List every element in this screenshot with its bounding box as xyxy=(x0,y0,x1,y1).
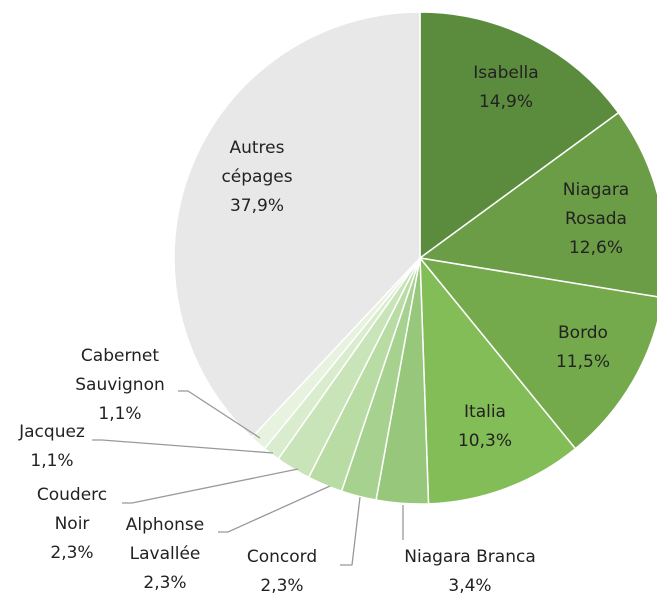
pie-slice xyxy=(173,11,421,439)
slice-label: Concord xyxy=(247,547,317,567)
slice-value-label: 2,3% xyxy=(143,573,186,593)
slice-value-label: 37,9% xyxy=(230,196,284,216)
slice-label: Niagara Rosada xyxy=(563,180,629,229)
pie-slice xyxy=(418,256,657,450)
leader-line xyxy=(340,496,361,566)
slice-label: Couderc Noir xyxy=(37,485,107,534)
slice-value-label: 10,3% xyxy=(458,431,512,451)
leader-line xyxy=(122,468,299,504)
leader-line xyxy=(218,485,331,533)
slice-label: Italia xyxy=(464,402,506,422)
slice-label: Cabernet Sauvignon xyxy=(75,346,165,395)
slice-value-label: 14,9% xyxy=(479,92,533,112)
slice-label: Alphonse Lavallée xyxy=(126,515,204,564)
slice-value-label: 12,6% xyxy=(569,238,623,258)
leader-line xyxy=(178,390,261,439)
slice-value-label: 2,3% xyxy=(50,543,93,563)
slice-value-label: 1,1% xyxy=(98,404,141,424)
slice-value-label: 3,4% xyxy=(448,576,491,596)
pie-slice xyxy=(418,111,657,298)
pie-slice xyxy=(419,11,620,260)
slice-label: Autres cépages xyxy=(221,138,292,187)
slice-value-label: 1,1% xyxy=(30,451,73,471)
slice-label: Isabella xyxy=(473,63,538,83)
leader-line xyxy=(92,439,274,454)
slice-label: Niagara Branca xyxy=(404,547,535,567)
slice-value-label: 11,5% xyxy=(556,352,610,372)
slice-value-label: 2,3% xyxy=(260,576,303,596)
slice-label: Jacquez xyxy=(18,422,85,442)
slice-label: Bordo xyxy=(558,323,608,343)
pie-slice xyxy=(419,255,577,505)
